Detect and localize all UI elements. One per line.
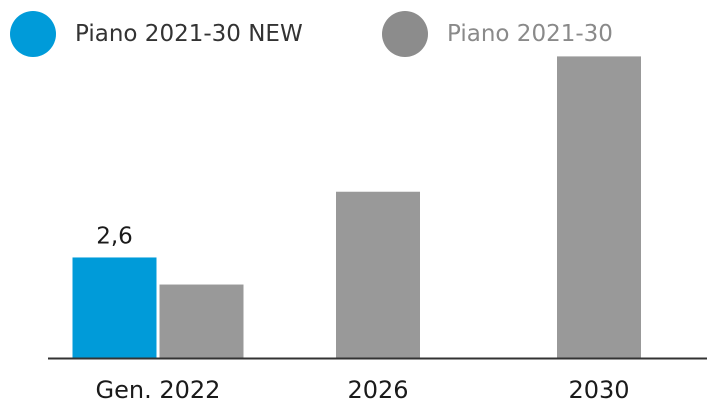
x-tick-label-2: 2030 — [568, 376, 629, 404]
x-tick-label-1: 2026 — [347, 376, 408, 404]
legend-item-series-old: Piano 2021-30 — [382, 10, 613, 58]
legend-label-series-new: Piano 2021-30 NEW — [75, 21, 303, 47]
bar-series-0-cat-0 — [72, 257, 157, 358]
bar-series-1-cat-1 — [336, 191, 420, 358]
legend-swatch-blue — [10, 11, 56, 57]
legend-item-series-new: Piano 2021-30 NEW — [10, 10, 303, 58]
legend-swatch-gray — [382, 11, 428, 57]
chart-legend: Piano 2021-30 NEW Piano 2021-30 — [10, 10, 690, 58]
bar-series-1-cat-2 — [557, 56, 641, 359]
x-tick-label-0: Gen. 2022 — [96, 376, 221, 404]
legend-label-series-old: Piano 2021-30 — [447, 21, 613, 47]
data-label-series-0-cat-0: 2,6 — [96, 223, 133, 249]
bar-series-1-cat-0 — [159, 284, 244, 358]
